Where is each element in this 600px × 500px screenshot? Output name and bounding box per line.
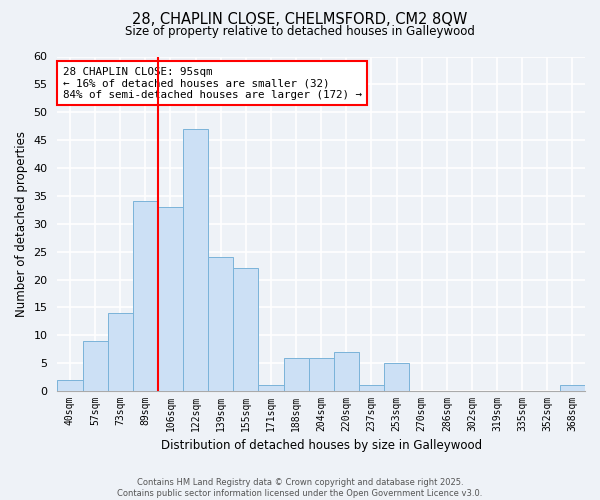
Text: Size of property relative to detached houses in Galleywood: Size of property relative to detached ho… [125, 25, 475, 38]
Bar [133, 202, 158, 391]
Bar [58, 380, 83, 391]
Text: 28 CHAPLIN CLOSE: 95sqm
← 16% of detached houses are smaller (32)
84% of semi-de: 28 CHAPLIN CLOSE: 95sqm ← 16% of detache… [62, 66, 362, 100]
Bar [560, 386, 585, 391]
Bar [208, 257, 233, 391]
Text: Contains HM Land Registry data © Crown copyright and database right 2025.
Contai: Contains HM Land Registry data © Crown c… [118, 478, 482, 498]
Bar [359, 386, 384, 391]
Text: 28, CHAPLIN CLOSE, CHELMSFORD, CM2 8QW: 28, CHAPLIN CLOSE, CHELMSFORD, CM2 8QW [133, 12, 467, 28]
X-axis label: Distribution of detached houses by size in Galleywood: Distribution of detached houses by size … [161, 440, 482, 452]
Bar [107, 313, 133, 391]
Bar [308, 358, 334, 391]
Bar [183, 129, 208, 391]
Bar [284, 358, 308, 391]
Y-axis label: Number of detached properties: Number of detached properties [15, 131, 28, 317]
Bar [384, 363, 409, 391]
Bar [334, 352, 359, 391]
Bar [259, 386, 284, 391]
Bar [233, 268, 259, 391]
Bar [83, 341, 107, 391]
Bar [158, 207, 183, 391]
